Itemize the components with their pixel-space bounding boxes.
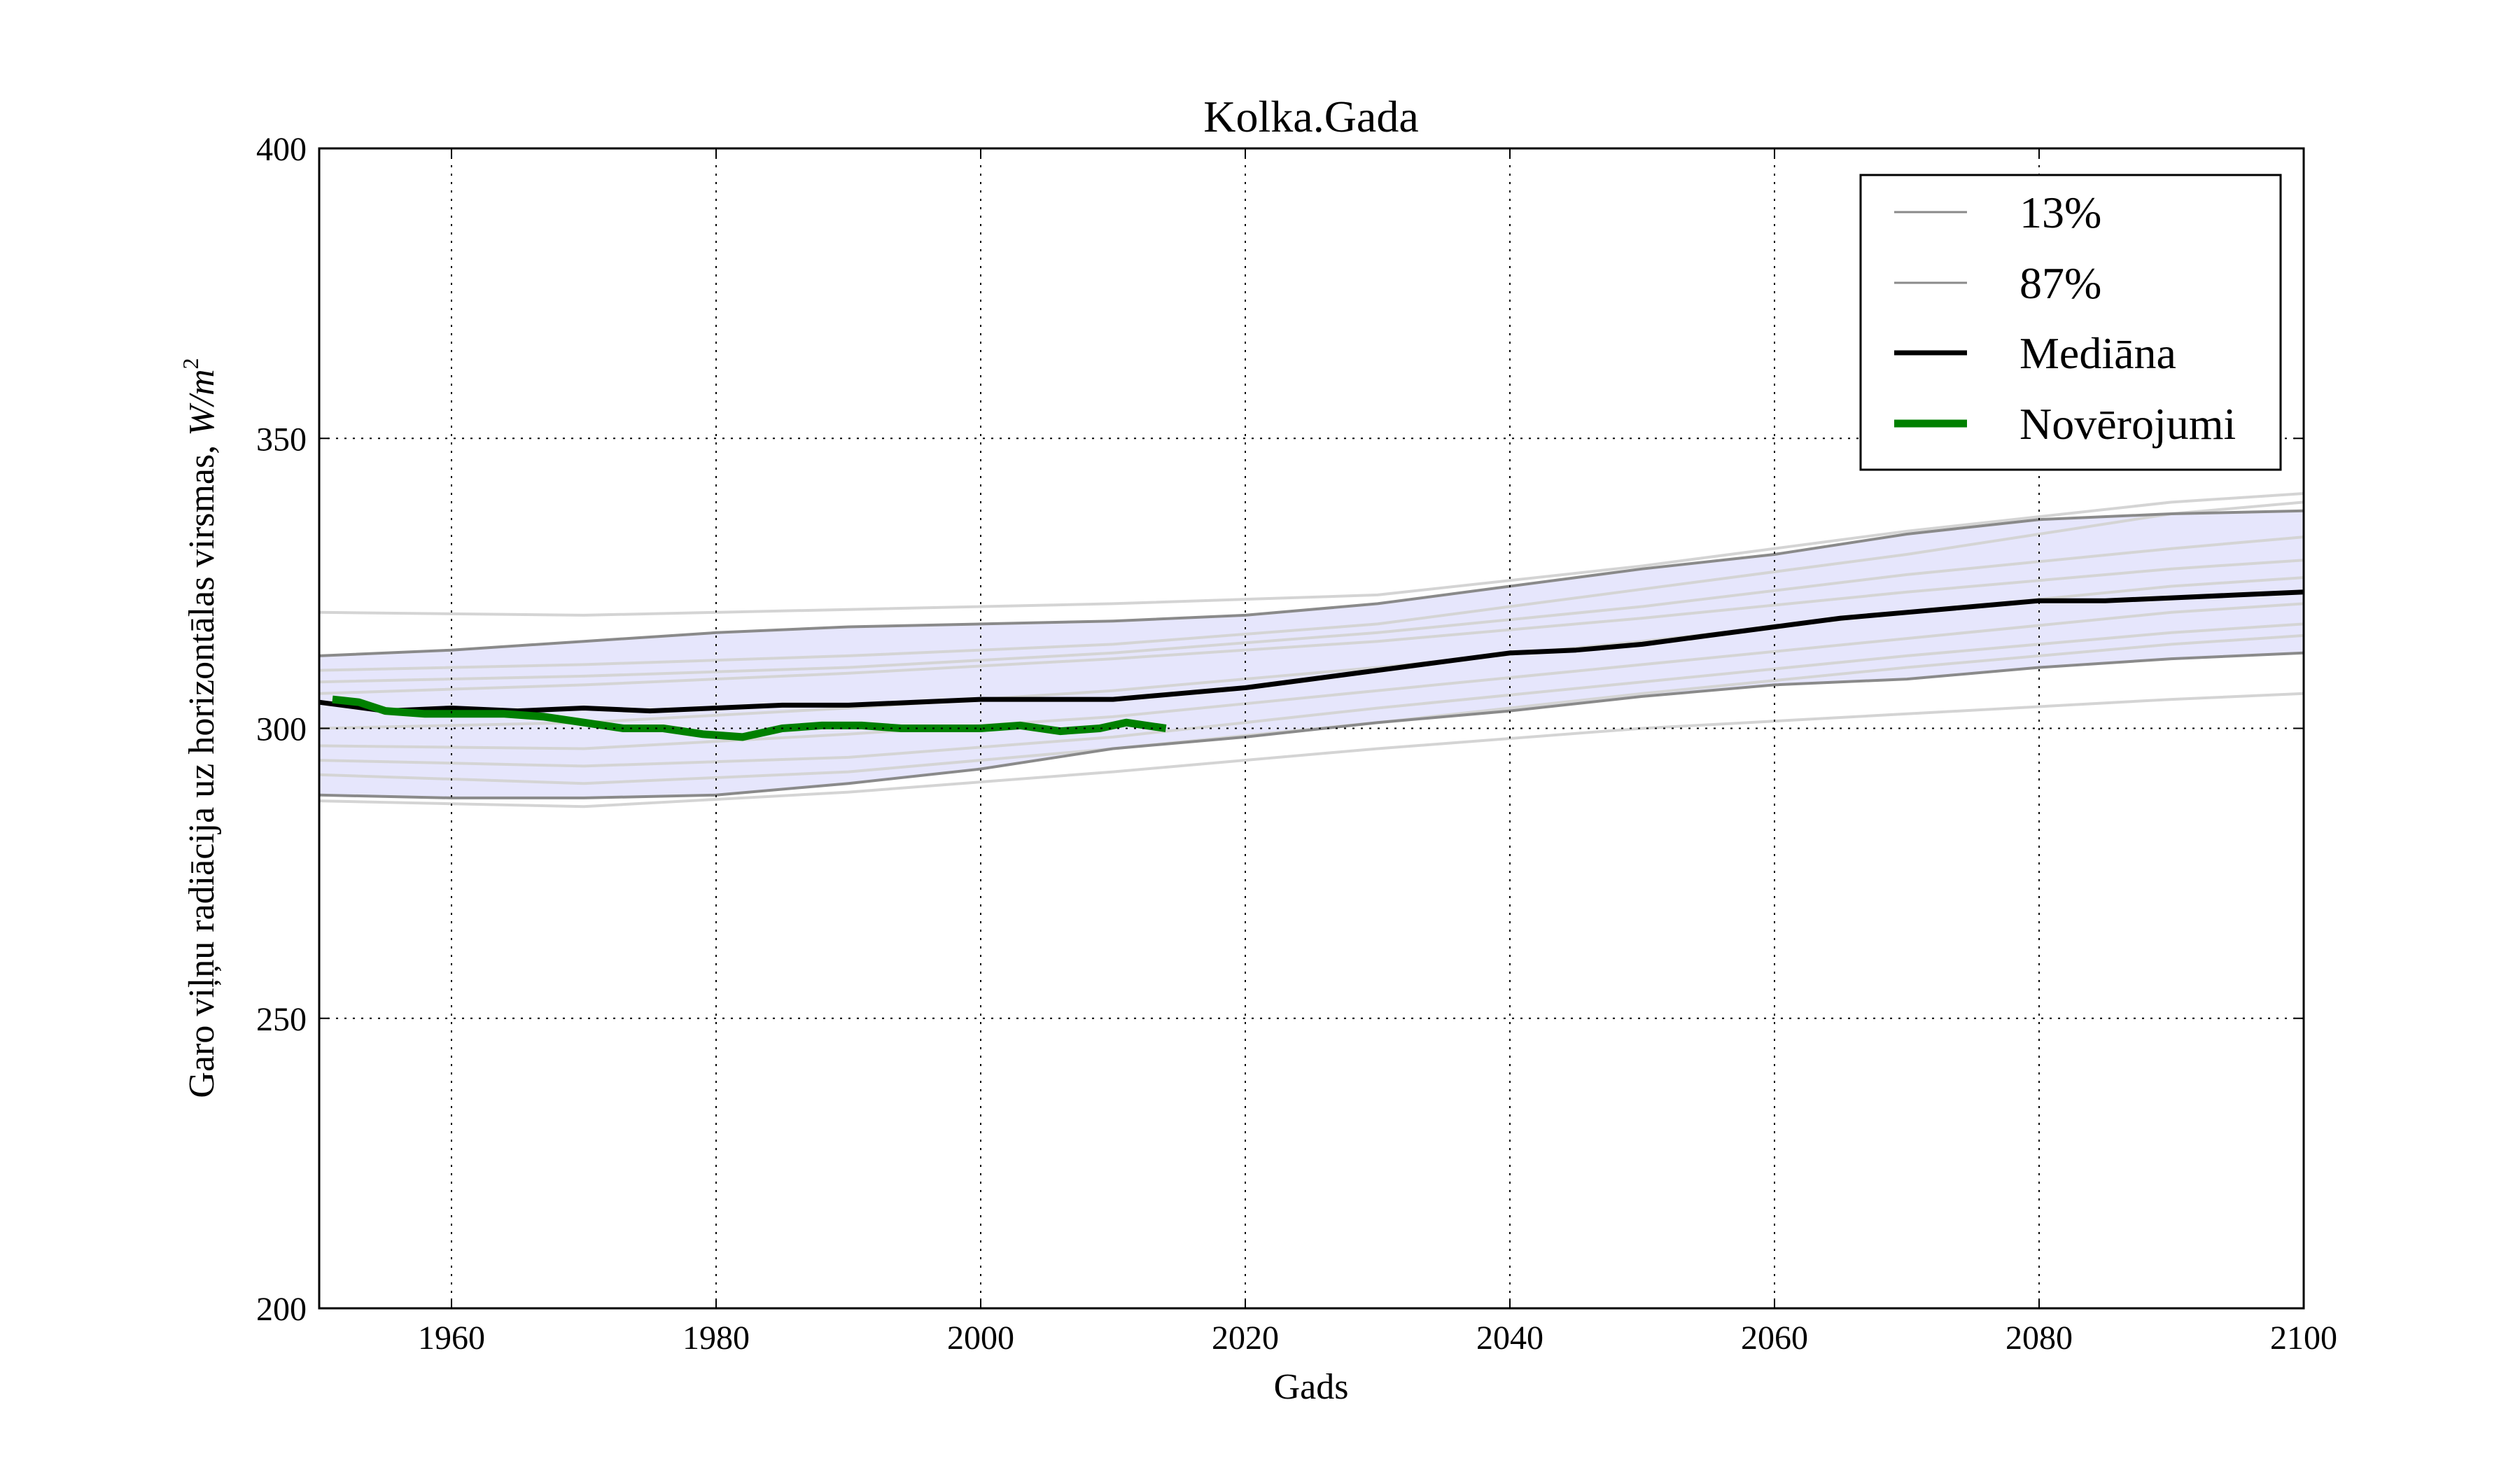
y-tick-label-250: 250 bbox=[256, 1001, 307, 1038]
legend-label-13pct: 13% bbox=[2019, 188, 2101, 237]
y-axis-title: Garo viļņu radiācija uz horizontālas vir… bbox=[178, 358, 222, 1098]
legend-label-median: Mediāna bbox=[2019, 328, 2176, 378]
ensemble-line-4 bbox=[318, 559, 2304, 695]
series-line-13pct bbox=[318, 651, 2304, 799]
x-tick-label-1980: 1980 bbox=[682, 1320, 750, 1357]
ensemble-line-5 bbox=[318, 576, 2304, 730]
chart-title: Kolka.Gada bbox=[1203, 92, 1418, 141]
ensemble-line-2 bbox=[318, 500, 2304, 672]
x-tick-label-2000: 2000 bbox=[947, 1320, 1014, 1357]
ensemble-line-3 bbox=[318, 536, 2304, 684]
y-tick-label-400: 400 bbox=[256, 131, 307, 168]
axis-ticks: 1960 1980 2000 2020 2040 2060 2080 2100 200 250 30… bbox=[256, 131, 2337, 1357]
y-tick-label-200: 200 bbox=[256, 1291, 307, 1328]
legend-label-observations: Novērojumi bbox=[2019, 399, 2236, 449]
y-axis-unit: W/m bbox=[182, 369, 222, 435]
y-tick-label-300: 300 bbox=[256, 711, 307, 748]
ensemble-line-9 bbox=[318, 692, 2304, 808]
plot-area bbox=[318, 492, 2304, 808]
ensemble-line-1 bbox=[318, 492, 2304, 617]
x-tick-label-2060: 2060 bbox=[1741, 1320, 1808, 1357]
x-tick-label-2040: 2040 bbox=[1476, 1320, 1544, 1357]
y-axis-title-text: Garo viļņu radiācija uz horizontālas vir… bbox=[182, 436, 222, 1098]
y-tick-label-350: 350 bbox=[256, 421, 307, 458]
x-tick-label-1960: 1960 bbox=[418, 1320, 485, 1357]
series-line-87pct bbox=[318, 509, 2304, 657]
x-axis-title: Gads bbox=[1274, 1367, 1349, 1407]
x-tick-label-2100: 2100 bbox=[2270, 1320, 2337, 1357]
legend-label-87pct: 87% bbox=[2019, 258, 2101, 308]
legend: 13% 87% Mediāna Novērojumi bbox=[1859, 174, 2282, 471]
ensemble-line-7 bbox=[318, 622, 2304, 768]
ensemble-line-6 bbox=[318, 602, 2304, 750]
series-line-observations bbox=[332, 695, 1167, 741]
x-tick-label-2020: 2020 bbox=[1212, 1320, 1279, 1357]
y-axis-unit-exponent: 2 bbox=[178, 358, 203, 369]
x-tick-label-2080: 2080 bbox=[2005, 1320, 2073, 1357]
series-line-median bbox=[318, 589, 2304, 714]
